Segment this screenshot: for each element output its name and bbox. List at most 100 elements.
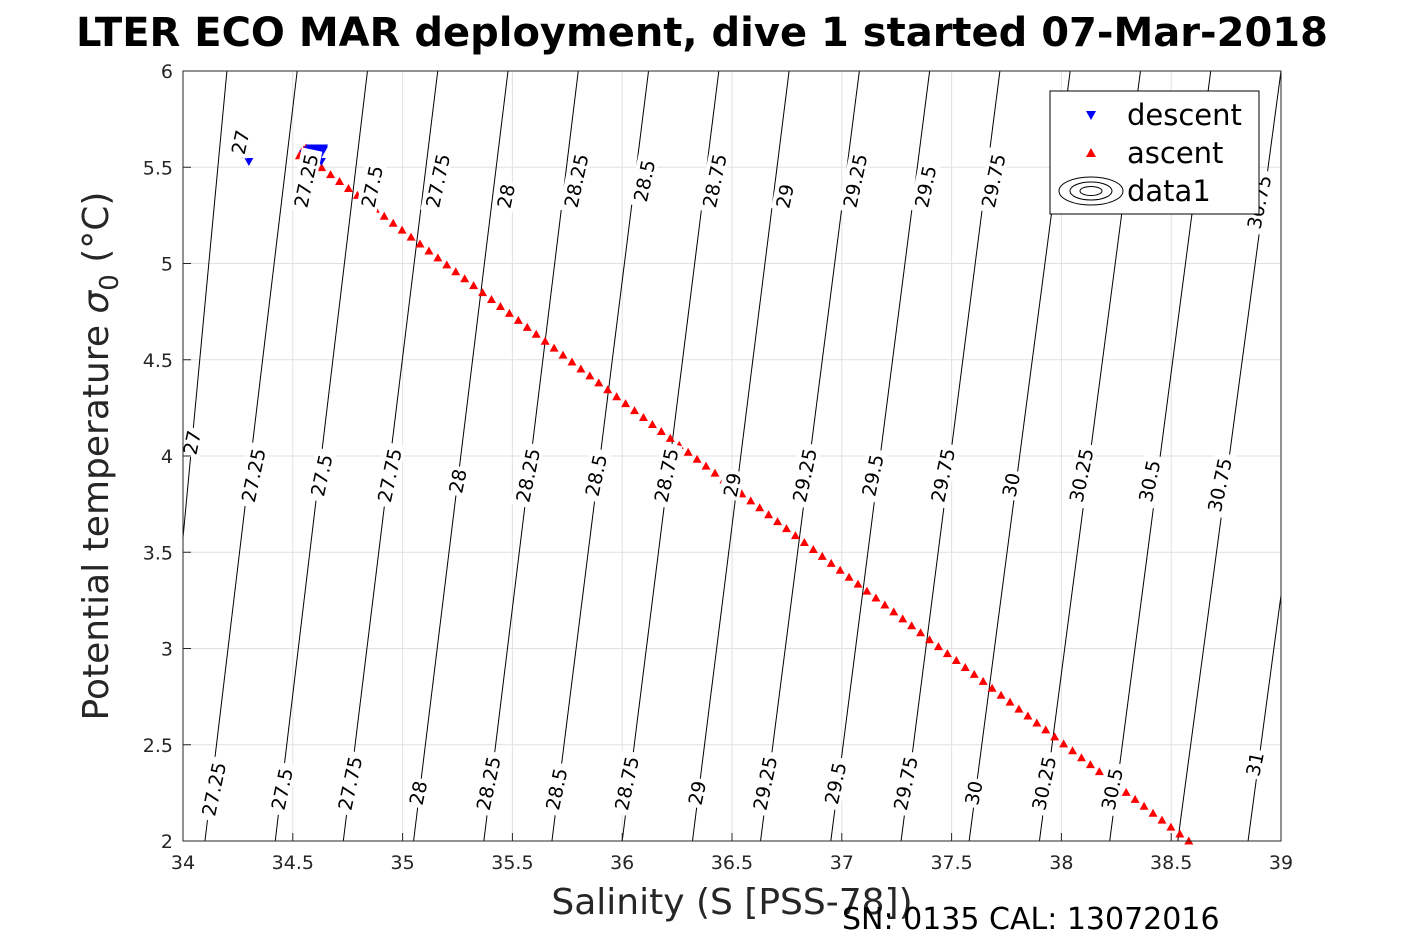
y-tick-label: 4 <box>161 446 173 468</box>
ascent-point <box>960 662 970 671</box>
ascent-point <box>558 350 568 359</box>
ascent-point <box>442 260 452 269</box>
y-axis-label-subscript: 0 <box>95 274 125 291</box>
ascent-point <box>969 669 979 678</box>
contour-label-bg <box>1240 747 1268 781</box>
ascent-point <box>746 496 756 505</box>
ascent-point <box>1068 746 1078 755</box>
contour-label-bg <box>770 179 798 213</box>
contour-label-bg <box>1095 761 1128 817</box>
contour-label-bg <box>997 468 1024 502</box>
ascent-point <box>1175 829 1185 838</box>
ascent-point <box>567 357 577 366</box>
contour-label-bg <box>1026 749 1061 817</box>
y-tick-label: 6 <box>161 61 173 83</box>
contour-label-group: 29.5 <box>819 755 851 811</box>
ascent-point <box>665 433 675 442</box>
contour-label-bg <box>925 441 960 509</box>
ascent-point <box>773 517 783 526</box>
contour-label-group: 27 <box>178 426 206 459</box>
x-tick-label: 37.5 <box>930 852 972 874</box>
contour-label-bg <box>420 147 455 214</box>
contour-label-bg <box>305 447 337 503</box>
contour-label-bg <box>540 761 572 817</box>
contour-label-group: 31 <box>1240 747 1269 781</box>
ascent-point <box>808 544 818 553</box>
contour-label-bg <box>355 158 388 215</box>
x-tick-label: 36 <box>610 852 634 874</box>
contour-label-bg <box>697 147 731 214</box>
contour-label-bg <box>747 749 782 817</box>
ascent-point <box>424 246 434 255</box>
ascent-point <box>531 329 541 338</box>
ascent-point <box>942 649 952 658</box>
ascent-point <box>487 295 497 304</box>
ascent-point <box>647 420 657 428</box>
x-tick-label: 34.5 <box>272 852 314 874</box>
ascent-point <box>478 288 488 297</box>
x-tick-label: 38.5 <box>1150 852 1192 874</box>
ascent-point <box>844 572 854 581</box>
y-tick-label: 4.5 <box>143 350 173 372</box>
x-tick-label: 35.5 <box>491 852 533 874</box>
ascent-point <box>1076 753 1086 762</box>
ascent-point <box>1130 794 1140 803</box>
contour-label: 29 <box>685 779 712 807</box>
ascent-point <box>415 239 425 248</box>
contour-label-bg <box>492 179 519 213</box>
ascent-point <box>594 378 604 387</box>
contour-label-bg <box>683 776 710 810</box>
ascent-point <box>907 621 917 630</box>
contour-label-group: 29 <box>718 468 746 502</box>
contour-label-bg <box>226 125 253 159</box>
legend-data1-label: data1 <box>1127 174 1211 208</box>
contour-label: 28 <box>494 182 521 210</box>
ascent-point <box>433 253 443 262</box>
ascent-point <box>1121 787 1131 796</box>
contour-label-group: 28 <box>404 776 433 810</box>
y-axis-label-group: Potential temperature σ0 (°C) <box>76 192 125 721</box>
ascent-point <box>1166 822 1176 831</box>
footer-serial-cal: SN: 0135 CAL: 13072016 <box>842 902 1220 937</box>
ascent-point <box>513 315 523 324</box>
ascent-point <box>1157 815 1167 824</box>
ascent-point <box>790 531 800 540</box>
legend-box <box>1049 90 1260 215</box>
ascent-point <box>1085 760 1095 769</box>
ascent-point <box>817 551 827 560</box>
y-axis-label: Potential temperature σ0 (°C) <box>76 192 125 721</box>
y-axis-label-main: Potential temperature <box>76 314 117 721</box>
ascent-point <box>612 392 622 401</box>
ascent-point <box>916 628 926 637</box>
ascent-point <box>379 211 389 220</box>
contour-label: 27 <box>179 429 206 457</box>
contour-label-bg <box>1063 441 1098 509</box>
ascent-point <box>951 656 961 665</box>
y-tick-label: 5 <box>161 254 173 276</box>
ascent-point <box>701 461 711 470</box>
contour-label: 28 <box>445 467 472 495</box>
ascent-point <box>799 538 809 547</box>
ascent-point <box>996 690 1006 699</box>
ascent-point <box>451 267 461 276</box>
ascent-point <box>764 510 774 519</box>
contour-label-bg <box>372 441 406 509</box>
ascent-point <box>933 642 943 651</box>
ascent-point <box>1059 739 1069 748</box>
contour-label-bg <box>718 468 745 502</box>
ascent-point <box>862 586 872 595</box>
x-tick-label: 34 <box>171 852 195 874</box>
ascent-point <box>898 614 908 623</box>
ascent-point <box>656 426 666 435</box>
ascent-point <box>585 371 595 380</box>
ascent-point <box>576 364 586 373</box>
contour-label-bg <box>332 749 367 817</box>
ascent-point <box>630 406 640 415</box>
contour-label-bg <box>819 755 851 811</box>
ascent-point <box>388 218 398 227</box>
descent-point <box>305 144 315 153</box>
y-tick-label: 3 <box>161 639 173 661</box>
contour-label: 28 <box>406 779 433 807</box>
y-axis-label-unit: (°C) <box>76 192 117 275</box>
